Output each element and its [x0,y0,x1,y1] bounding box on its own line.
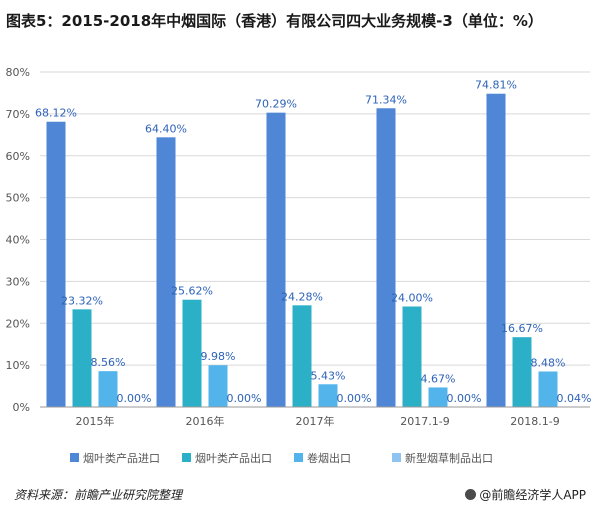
data-label: 0.00% [227,392,262,405]
y-tick-label: 10% [6,359,30,372]
source-note: 资料来源：前瞻产业研究院整理 [14,488,183,502]
data-label: 8.56% [91,356,126,369]
x-tick-label: 2018.1-9 [510,415,559,428]
chart-title: 图表5：2015-2018年中烟国际（香港）有限公司四大业务规模-3（单位：%） [6,12,543,30]
y-tick-label: 0% [13,401,30,414]
data-label: 5.43% [311,369,346,382]
bar [318,384,338,407]
brand-text: @前瞻经济学人APP [479,488,586,502]
data-label: 0.04% [557,392,592,405]
data-label: 8.48% [531,356,566,369]
data-label: 0.00% [447,392,482,405]
legend-swatch [182,453,191,462]
legend-label: 烟叶类产品进口 [83,451,160,465]
bar [46,121,66,407]
y-tick-label: 50% [6,192,30,205]
y-tick-label: 30% [6,275,30,288]
y-tick-label: 80% [6,66,30,79]
bar [376,108,396,408]
data-label: 16.67% [501,322,543,335]
bar [292,305,312,407]
legend-swatch [392,453,401,462]
y-tick-label: 20% [6,317,30,330]
bar [538,371,558,407]
x-tick-label: 2017年 [296,414,335,428]
legend-swatch [70,453,79,462]
bar [156,137,176,407]
brand-logo-icon [465,489,477,500]
bar [486,93,506,407]
y-tick-label: 70% [6,108,30,121]
data-label: 4.67% [421,372,456,385]
data-label: 23.32% [61,294,103,307]
bar [428,387,448,407]
bar [208,365,228,407]
data-label: 24.28% [281,290,323,303]
data-label: 74.81% [475,79,517,92]
y-tick-label: 40% [6,234,30,247]
x-tick-label: 2015年 [76,414,115,428]
bar [72,309,92,407]
bar [512,337,532,407]
bar-chart: 68.12% 23.32% 8.56% 0.00% 64.40% 25.62% 9.98% 0… [6,66,592,465]
data-label: 71.34% [365,93,407,106]
y-tick-label: 60% [6,150,30,163]
data-label: 0.00% [337,392,372,405]
legend-label: 新型烟草制品出口 [405,451,493,465]
legend-swatch [294,453,303,462]
data-label: 24.00% [391,292,433,305]
bar [98,371,118,407]
legend-label: 卷烟出口 [307,451,351,465]
x-tick-label: 2017.1-9 [400,415,449,428]
data-label: 64.40% [145,122,187,135]
brand-credit: @前瞻经济学人APP [465,486,586,503]
data-label: 68.12% [35,107,77,120]
data-label: 0.00% [117,392,152,405]
x-tick-label: 2016年 [186,414,225,428]
data-label: 70.29% [255,98,297,111]
bar [182,299,202,407]
legend-label: 烟叶类产品出口 [195,451,272,465]
data-label: 25.62% [171,285,213,298]
bar [266,112,286,408]
data-label: 9.98% [201,350,236,363]
bar [402,306,422,407]
